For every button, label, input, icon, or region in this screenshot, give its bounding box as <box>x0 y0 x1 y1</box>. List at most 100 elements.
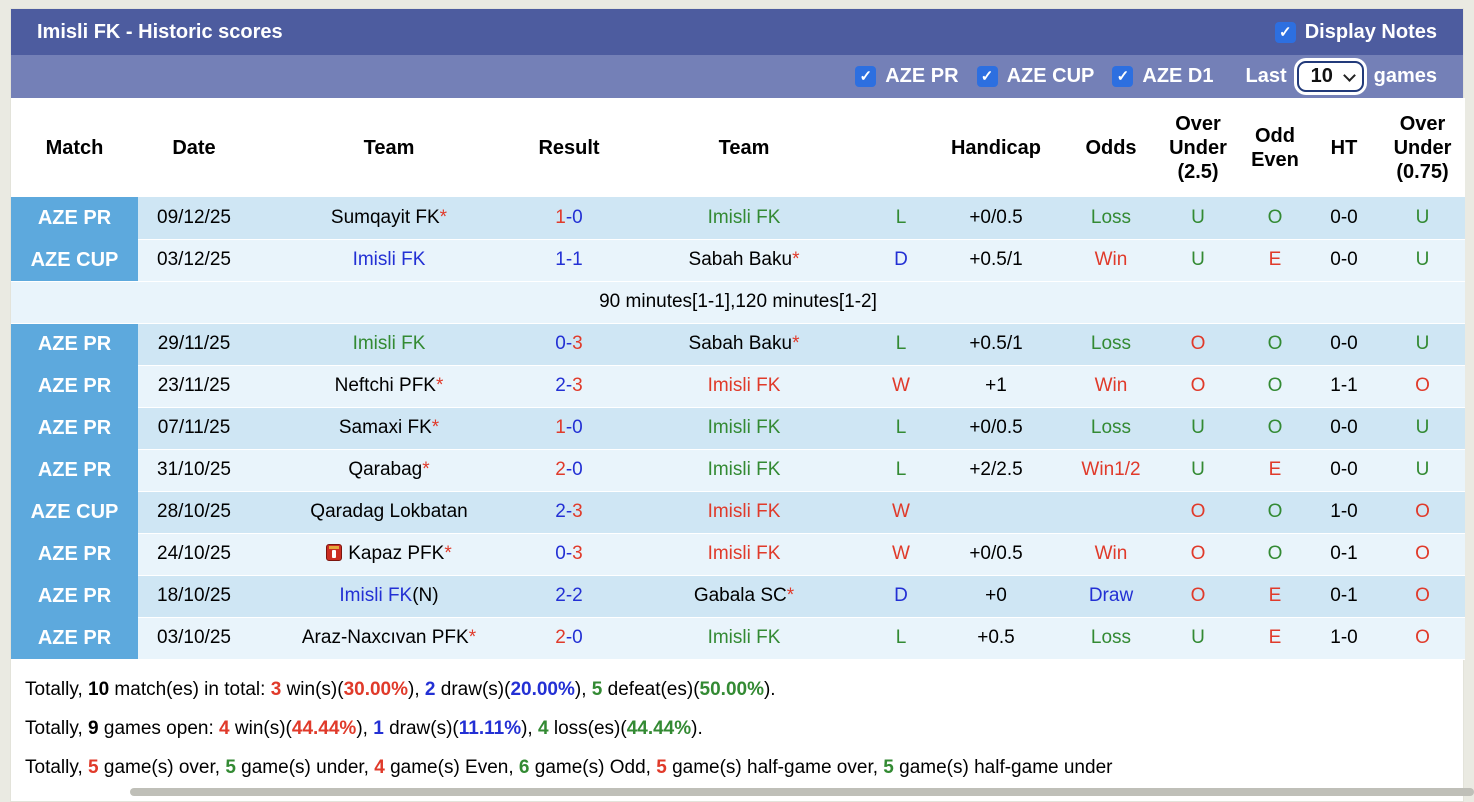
away-team: Imisli FK <box>610 491 878 534</box>
col-wld <box>878 98 924 197</box>
summary-segment: game(s) under, <box>235 756 375 778</box>
score-part: 2 <box>555 459 566 480</box>
league-badge: AZE PR <box>11 365 138 407</box>
score-part: 1 <box>555 206 566 228</box>
home-team: Qarabag* <box>250 449 528 492</box>
score-part: - <box>565 459 573 480</box>
league-checkbox[interactable]: ✓ <box>1112 66 1134 87</box>
summary-segment: ), <box>521 717 538 739</box>
title-bar: Imisli FK - Historic scores ✓ Display No… <box>11 9 1463 55</box>
ht-cell: 1-0 <box>1308 491 1380 534</box>
horizontal-scrollbar[interactable] <box>130 788 1474 796</box>
match-date: 24/10/25 <box>138 533 250 576</box>
ht-cell: 0-0 <box>1308 323 1380 366</box>
league-checkbox[interactable]: ✓ <box>976 66 998 87</box>
ht-cell: 0-1 <box>1308 533 1380 576</box>
score-part: - <box>565 501 573 522</box>
odd-even-cell: E <box>1242 617 1308 660</box>
historic-scores-widget: Imisli FK - Historic scores ✓ Display No… <box>10 8 1465 802</box>
team-name-part: Imisli FK <box>707 417 781 438</box>
score-part: 3 <box>572 375 583 396</box>
odd-even-cell: O <box>1242 533 1308 576</box>
ht-cell: 0-0 <box>1308 239 1380 282</box>
league-filter-aze-d1[interactable]: ✓ AZE D1 <box>1112 65 1214 88</box>
over-under-2-5-cell: O <box>1154 365 1242 408</box>
summary-segment: ). <box>763 678 776 700</box>
summary-segment: win(s)( <box>229 717 292 739</box>
ht-cell: 0-0 <box>1308 407 1380 450</box>
team-name-part: Imisli FK <box>707 543 781 564</box>
score-part: - <box>565 206 573 228</box>
ht-cell: 1-0 <box>1308 617 1380 660</box>
match-date: 29/11/25 <box>138 323 250 366</box>
odds-cell: Win1/2 <box>1068 449 1154 492</box>
note-row: 90 minutes[1-1],120 minutes[1-2] <box>11 281 1465 324</box>
summary-segment: draw(s)( <box>383 717 459 739</box>
match-row: AZE PR 07/11/25 Samaxi FK* 1-0 Imisli FK L +0/… <box>11 407 1465 450</box>
score-part: 3 <box>572 501 583 522</box>
over-under-2-5-cell: U <box>1154 239 1242 282</box>
league-filter-aze-cup[interactable]: ✓ AZE CUP <box>976 65 1094 88</box>
page-title: Imisli FK - Historic scores <box>37 20 283 43</box>
col-result: Result <box>528 98 610 197</box>
score-part: 0 <box>555 543 566 564</box>
handicap-cell: +0.5 <box>924 617 1068 660</box>
team-name-part: Imisli FK <box>352 333 426 354</box>
league-filter-group: ✓ AZE PR ✓ AZE CUP ✓ AZE D1 <box>855 65 1214 88</box>
table-header-row: Match Date Team Result Team Handicap Odd… <box>11 98 1465 197</box>
display-notes-checkbox[interactable]: ✓ <box>1274 21 1296 43</box>
summary-segment: 5 <box>656 756 667 778</box>
filter-bar: ✓ AZE PR ✓ AZE CUP ✓ AZE D1 Last 10 games <box>11 55 1463 98</box>
summary-segment: win(s)( <box>281 678 344 700</box>
summary-segment: game(s) over, <box>98 756 226 778</box>
summary-segment: 5 <box>225 756 236 778</box>
league-badge: AZE PR <box>11 407 138 449</box>
summary-segment: 3 <box>270 678 282 700</box>
col-match: Match <box>11 98 138 197</box>
handicap-cell: +0.5/1 <box>924 323 1068 366</box>
team-name-part: Imisli FK <box>707 206 781 228</box>
score-part: 1 <box>555 249 566 270</box>
summary-line-3: Totally, 5 game(s) over, 5 game(s) under… <box>25 748 1463 787</box>
odds-cell <box>1068 491 1154 534</box>
league-badge: AZE PR <box>11 617 138 659</box>
odd-even-cell: E <box>1242 575 1308 618</box>
odds-cell: Loss <box>1068 323 1154 366</box>
team-name-part: * <box>468 627 477 648</box>
team-name-part: * <box>431 417 440 438</box>
match-row: AZE PR 18/10/25 Imisli FK(N) 2-2 Gabala SC* D… <box>11 575 1465 618</box>
home-team: Kapaz PFK* <box>250 533 528 576</box>
match-row: AZE PR 29/11/25 Imisli FK 0-3 Sabah Baku* L +0… <box>11 323 1465 366</box>
last-games-select[interactable]: 10 <box>1296 61 1364 92</box>
score-part: - <box>565 585 573 606</box>
score-part: 0 <box>572 206 583 228</box>
display-notes-toggle[interactable]: ✓ Display Notes <box>1274 20 1437 44</box>
summary-segment: 50.00% <box>699 678 764 700</box>
match-date: 23/11/25 <box>138 365 250 408</box>
odd-even-cell: O <box>1242 407 1308 450</box>
score-part: - <box>565 543 573 564</box>
match-date: 03/10/25 <box>138 617 250 660</box>
score-part: - <box>565 417 573 438</box>
league-badge: AZE PR <box>11 323 138 365</box>
team-name-part: * <box>422 459 430 480</box>
col-ht: HT <box>1308 98 1380 197</box>
odds-cell: Loss <box>1068 197 1154 240</box>
score-part: 1 <box>572 249 583 270</box>
score-part: 2 <box>555 375 566 396</box>
match-date: 31/10/25 <box>138 449 250 492</box>
summary-segment: 20.00% <box>510 678 575 700</box>
match-result: 0-3 <box>528 323 610 366</box>
league-checkbox[interactable]: ✓ <box>855 66 877 87</box>
wld-cell: W <box>878 491 924 534</box>
team-name-part: Sabah Baku <box>688 333 793 354</box>
league-filter-aze-pr[interactable]: ✓ AZE PR <box>855 65 959 88</box>
team-name-part: Qaradag Lokbatan <box>310 501 468 522</box>
score-part: 2 <box>555 585 566 606</box>
display-notes-label: Display Notes <box>1304 20 1437 43</box>
score-part: 0 <box>572 459 583 480</box>
team-name-part: Kapaz PFK <box>348 543 445 564</box>
col-over-under-2-5: Over Under (2.5) <box>1154 98 1242 197</box>
team-name-part: Imisli FK <box>339 585 413 606</box>
col-odd-even: Odd Even <box>1242 98 1308 197</box>
